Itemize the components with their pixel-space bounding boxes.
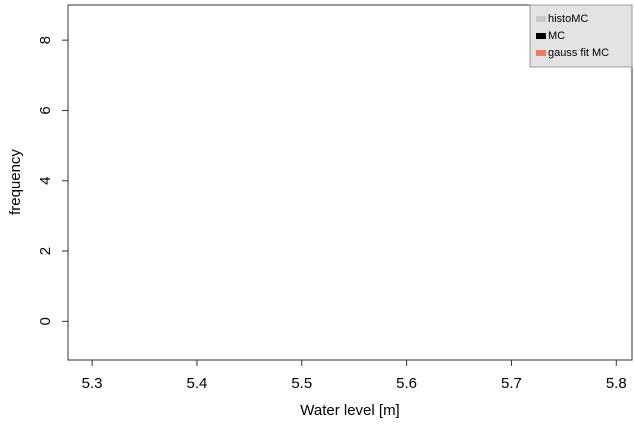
x-tick-label: 5.3 [82,375,103,392]
y-axis-title: frequency [7,149,24,215]
legend-swatch [536,50,546,56]
x-tick-label: 5.7 [501,375,522,392]
legend-label: histoMC [548,13,588,25]
legend-label: gauss fit MC [548,47,609,59]
legend-swatch [536,16,546,22]
y-tick-label: 8 [37,36,54,44]
x-tick-label: 5.6 [396,375,417,392]
y-tick-label: 0 [37,317,54,325]
legend-label: MC [548,30,565,42]
y-tick-label: 6 [37,106,54,114]
y-tick-label: 2 [37,247,54,255]
x-tick-label: 5.8 [606,375,627,392]
x-tick-label: 5.4 [187,375,208,392]
legend-box [529,4,633,68]
x-tick-label: 5.5 [291,375,312,392]
x-axis-title: Water level [m] [300,402,399,419]
y-tick-label: 4 [37,177,54,185]
legend-swatch [536,33,546,39]
